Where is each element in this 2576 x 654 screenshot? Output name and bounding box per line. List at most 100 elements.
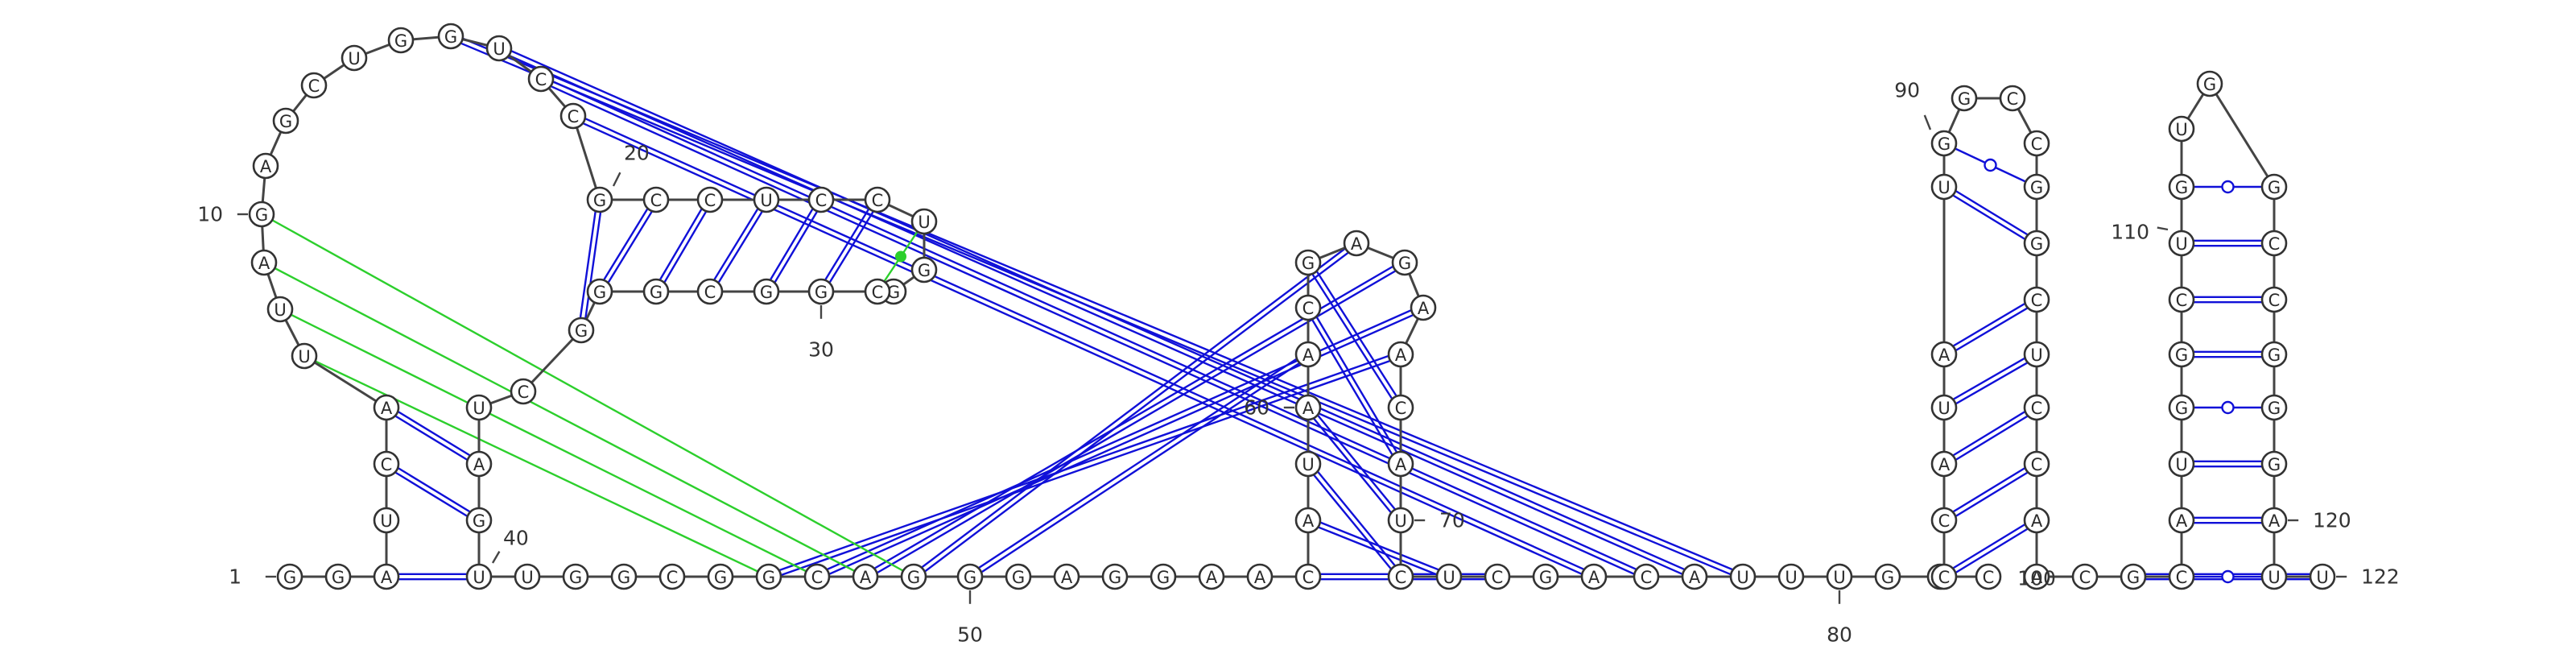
- gu-wobble-marker: [2221, 400, 2235, 415]
- nucleotide-letter: C: [811, 568, 824, 587]
- nucleotide: G: [1150, 563, 1177, 590]
- nucleotide: G: [2168, 394, 2195, 421]
- nucleotide: U: [514, 563, 541, 590]
- nucleotide-circle: [1930, 341, 1958, 368]
- nucleotide-circle: [2168, 450, 2195, 478]
- base-pair-110-115: [2182, 239, 2274, 247]
- nucleotide-circle: [1294, 249, 1322, 276]
- pair-line: [1945, 465, 2039, 524]
- nucleotide: G: [562, 563, 589, 590]
- nucleotide-circle: [2260, 286, 2288, 313]
- base-pair-47-66: [815, 304, 1425, 581]
- nucleotide: G: [900, 563, 927, 590]
- nucleotide: U: [465, 563, 493, 590]
- position-label-80: 80: [1827, 590, 1852, 647]
- nucleotide-letter: G: [593, 191, 606, 210]
- nucleotide-circle: [1930, 507, 1958, 534]
- position-label-70: 70: [1414, 509, 1465, 532]
- nucleotide-circle: [1633, 563, 1660, 590]
- nucleotide-circle: [252, 152, 279, 180]
- nucleotide-circle: [266, 296, 294, 323]
- nucleotide-circle: [2168, 563, 2195, 590]
- pair-line: [1305, 308, 1400, 466]
- position-label-20: 20: [612, 142, 650, 187]
- nucleotide-circle: [1999, 85, 2026, 112]
- pair-line: [707, 197, 766, 291]
- position-number: 110: [2111, 221, 2149, 244]
- nucleotide-letter: U: [1938, 178, 1950, 197]
- pair-line: [387, 461, 481, 519]
- base-pair-86-98: [1942, 404, 2039, 467]
- position-number: 10: [197, 203, 223, 226]
- nucleotide-letter: G: [1539, 568, 1552, 587]
- nucleotide-circle: [1294, 341, 1322, 368]
- nucleotide-circle: [2168, 173, 2195, 201]
- nucleotide-letter: C: [2079, 568, 2091, 587]
- nucleotide-circle: [1777, 563, 1805, 590]
- base-pair-25-30: [818, 197, 881, 294]
- nucleotide: G: [707, 563, 734, 590]
- nucleotide-circle: [2168, 230, 2195, 257]
- nucleotide-letter: C: [2031, 135, 2043, 154]
- nucleotide-circle: [1101, 563, 1129, 590]
- nucleotide-circle: [1484, 563, 1511, 590]
- nucleotide: G: [586, 278, 613, 305]
- base-pair-49-64: [911, 240, 1359, 580]
- nucleotide-circle: [341, 44, 368, 72]
- pair-line: [657, 201, 713, 294]
- nucleotide-letter: G: [575, 321, 588, 341]
- nucleotide: C: [1975, 563, 2002, 590]
- position-tick: [491, 550, 501, 564]
- nucleotide-letter: G: [2175, 346, 2188, 365]
- position-label-40: 40: [491, 527, 529, 564]
- nucleotide-letter: G: [907, 568, 920, 587]
- pair-line: [911, 240, 1356, 576]
- position-tick: [612, 172, 621, 187]
- pair-line: [597, 197, 655, 291]
- nucleotide-circle: [658, 563, 686, 590]
- base-pair-8-47: [279, 308, 818, 578]
- base-pair-90-94: [1943, 142, 2037, 188]
- noncanonical-marker: [895, 250, 906, 263]
- nucleotide-letter: C: [1395, 399, 1407, 418]
- position-tick: [1923, 114, 1932, 130]
- nucleotide-letter: G: [1157, 568, 1170, 587]
- nucleotide-letter: G: [2030, 234, 2043, 254]
- nucleotide-circle: [1930, 173, 1958, 201]
- nucleotide-circle: [1729, 563, 1757, 590]
- nucleotide-circle: [1951, 85, 1978, 112]
- nucleotide-letter: G: [1398, 254, 1411, 273]
- nucleotide: C: [2168, 563, 2195, 590]
- nucleotide-letter: U: [918, 213, 930, 232]
- nucleotide-circle: [1387, 341, 1414, 368]
- nucleotide-circle: [1246, 563, 1274, 590]
- nucleotide-circle: [803, 563, 831, 590]
- base-pair-46-67: [767, 350, 1402, 581]
- nucleotide: U: [266, 296, 294, 323]
- nucleotide: U: [1729, 563, 1757, 590]
- nucleotide-circle: [910, 256, 938, 284]
- nucleotide: A: [465, 450, 493, 478]
- nucleotide: A: [1294, 394, 1322, 421]
- nucleotide-circle: [1874, 563, 1901, 590]
- nucleotide: U: [1435, 563, 1463, 590]
- nucleotide-letter: G: [887, 283, 900, 302]
- nucleotide-circle: [465, 394, 493, 421]
- position-number: 100: [2017, 567, 2056, 590]
- pair-line: [1942, 461, 2036, 519]
- backbone-segment: [2208, 83, 2276, 188]
- nucleotide-circle: [2260, 507, 2288, 534]
- nucleotide-circle: [1681, 563, 1708, 590]
- nucleotide-circle: [642, 186, 670, 213]
- position-number: 60: [1244, 396, 1269, 420]
- nucleotide-letter: U: [380, 511, 392, 531]
- gu-wobble-marker: [2221, 180, 2235, 194]
- nucleotide-letter: A: [2176, 511, 2188, 531]
- nucleotide: C: [1294, 563, 1322, 590]
- nucleotide-circle: [2023, 507, 2050, 534]
- pair-line: [279, 308, 818, 578]
- nucleotide-letter: U: [1443, 568, 1455, 587]
- nucleotide: A: [1387, 450, 1414, 478]
- pair-line: [1309, 260, 1404, 407]
- position-label-60: 60: [1244, 396, 1294, 420]
